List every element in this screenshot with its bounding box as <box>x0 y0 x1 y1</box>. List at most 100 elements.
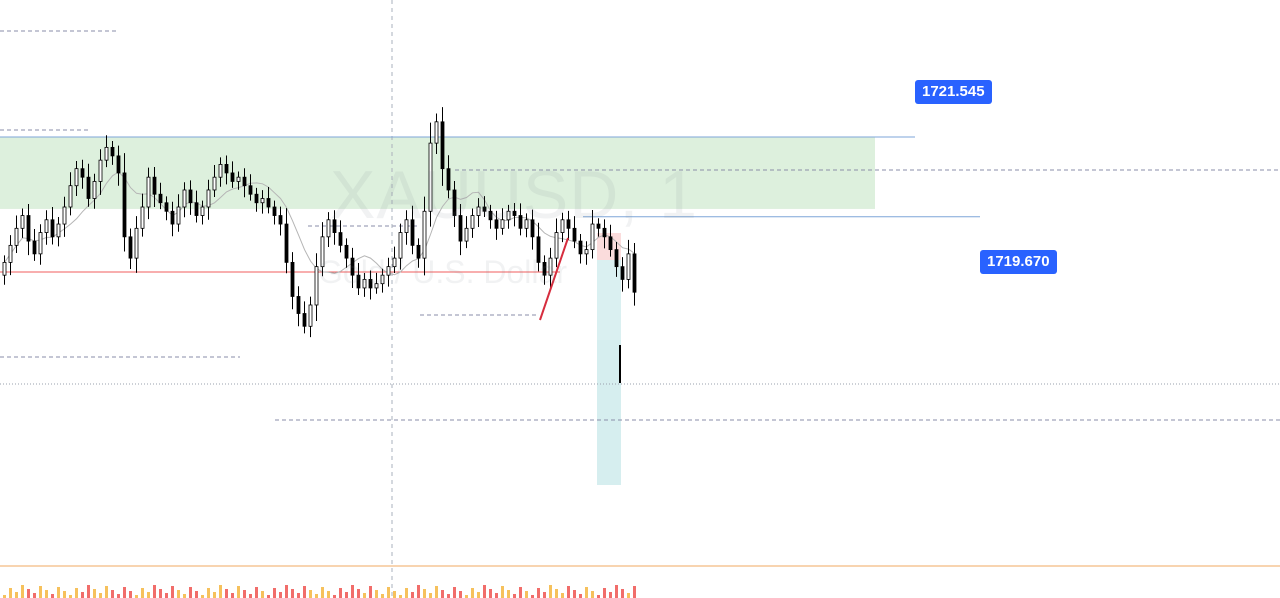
candle-body <box>512 210 517 216</box>
volume-bar <box>111 590 114 598</box>
volume-bar <box>483 585 486 598</box>
candle-body <box>224 164 229 174</box>
volume-bar <box>171 586 174 598</box>
volume-bar <box>345 592 348 598</box>
volume-bar <box>207 588 210 598</box>
volume-bar <box>603 588 606 598</box>
candle-body <box>194 202 199 216</box>
volume-bar <box>633 586 636 598</box>
candle-body <box>488 210 493 221</box>
candle-body <box>32 240 37 255</box>
volume-bar <box>165 593 168 598</box>
volume-bar <box>39 586 42 598</box>
candle-body <box>452 189 457 216</box>
candle-body <box>608 236 613 251</box>
volume-bar <box>549 585 552 598</box>
volume-bar <box>195 591 198 598</box>
price-tag-current[interactable]: 1719.670 <box>980 250 1057 274</box>
volume-bar <box>435 586 438 598</box>
candle-body <box>464 227 469 242</box>
candle-body <box>86 176 91 199</box>
candle-body <box>530 219 535 238</box>
candle-body <box>332 219 337 233</box>
volume-bar <box>585 587 588 598</box>
candle-body <box>248 185 253 195</box>
candle-body <box>128 236 133 259</box>
volume-bar <box>339 588 342 598</box>
volume-bar <box>561 593 564 598</box>
candle-body <box>278 215 283 225</box>
candle-body <box>290 261 295 297</box>
candle-body <box>632 253 637 293</box>
volume-bar <box>159 589 162 598</box>
candle-body <box>536 236 541 263</box>
volume-bar <box>375 590 378 598</box>
candle-body <box>14 227 19 246</box>
candle-body <box>350 257 355 276</box>
candle-body <box>242 176 247 187</box>
volume-bar <box>441 590 444 598</box>
trend-line <box>539 237 569 321</box>
volume-bar <box>105 586 108 598</box>
candle-body <box>206 189 211 208</box>
volume-bar <box>279 592 282 598</box>
volume-bar <box>333 595 336 598</box>
volume-bar <box>381 594 384 598</box>
volume-bar <box>387 587 390 598</box>
entry-zone <box>597 260 621 340</box>
volume-bar <box>357 589 360 598</box>
volume-bar <box>447 594 450 598</box>
candle-body <box>614 249 619 268</box>
candle-body <box>542 261 547 276</box>
volume-bar <box>393 591 396 598</box>
candle-body <box>338 232 343 246</box>
candle-body <box>584 249 589 255</box>
volume-bar <box>57 587 60 598</box>
volume-bar <box>225 589 228 598</box>
candle-body <box>20 215 25 229</box>
candle-body <box>554 232 559 259</box>
volume-bar <box>627 593 630 598</box>
moving-average-line <box>4 171 635 276</box>
price-tag-zone-top[interactable]: 1721.545 <box>915 80 992 104</box>
volume-bar <box>453 587 456 598</box>
volume-bar <box>399 595 402 598</box>
candle-body <box>494 219 499 229</box>
candle-body <box>200 206 205 216</box>
volume-bar <box>531 595 534 598</box>
candle-body <box>146 176 151 208</box>
candle-body <box>404 219 409 233</box>
volume-bar <box>27 589 30 598</box>
candle-body <box>152 176 157 195</box>
candle-body <box>344 244 349 259</box>
candle-body <box>548 257 553 276</box>
volume-bar <box>237 586 240 598</box>
candle-body <box>212 176 217 191</box>
volume-bar <box>543 592 546 598</box>
volume-bar <box>117 594 120 598</box>
candle-body <box>500 219 505 229</box>
candle-body <box>416 244 421 259</box>
volume-bar <box>291 589 294 598</box>
candle-body <box>122 172 127 238</box>
candle-body <box>524 219 529 229</box>
candle-body <box>2 261 7 276</box>
volume-bar <box>429 593 432 598</box>
volume-bar <box>519 587 522 598</box>
candle-body <box>266 198 271 208</box>
candle-body <box>434 121 439 144</box>
candle-body <box>446 168 451 191</box>
volume-bar <box>219 585 222 598</box>
candle-body <box>590 223 595 251</box>
volume-bar <box>567 586 570 598</box>
candle-body <box>98 159 103 182</box>
candle-body <box>410 219 415 246</box>
volume-bar <box>9 588 12 598</box>
candle-body <box>458 215 463 242</box>
candle-body <box>380 274 385 285</box>
candle-body <box>506 210 511 221</box>
volume-bar <box>213 592 216 598</box>
volume-bar <box>369 586 372 598</box>
volume-bar <box>327 591 330 598</box>
